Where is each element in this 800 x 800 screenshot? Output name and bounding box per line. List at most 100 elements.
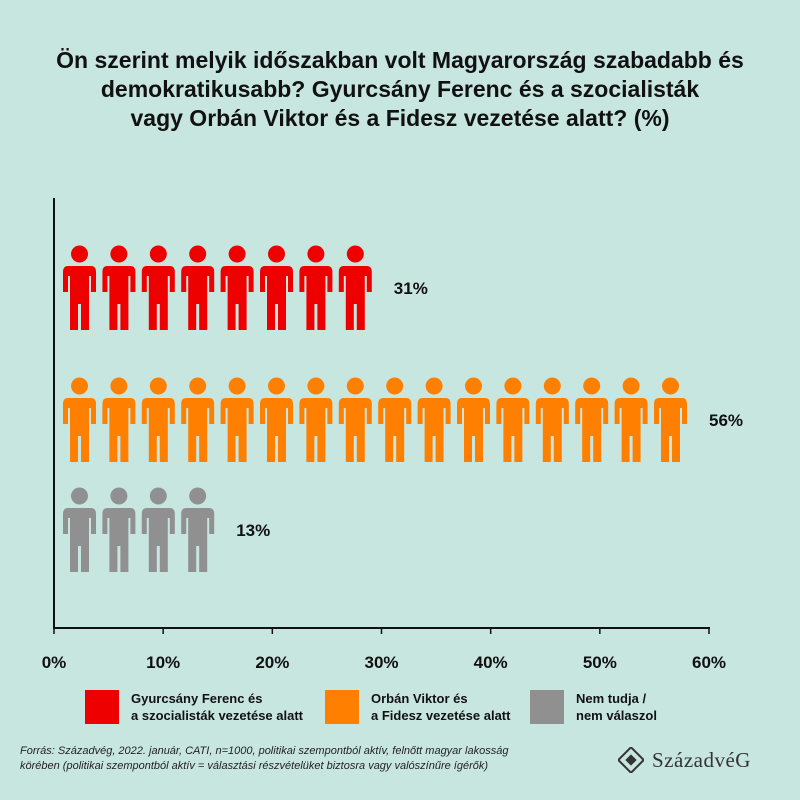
person-body — [654, 398, 687, 462]
person-body — [220, 398, 254, 462]
person-icon — [299, 377, 333, 462]
legend-item-nem-tudja: Nem tudja / nem válaszol — [530, 690, 657, 724]
person-body — [299, 398, 333, 462]
person-body — [181, 266, 215, 330]
person-head — [71, 487, 88, 505]
person-head — [504, 377, 522, 395]
source-line-1: Forrás: Századvég, 2022. január, CATI, n… — [20, 745, 509, 757]
person-head — [228, 377, 246, 395]
legend: Gyurcsány Ferenc és a szocialisták vezet… — [0, 690, 800, 730]
person-head — [465, 377, 482, 395]
legend-label: Gyurcsány Ferenc és a szocialisták vezet… — [131, 690, 303, 724]
person-head — [307, 245, 325, 263]
person-body — [102, 266, 136, 330]
person-body — [102, 508, 136, 572]
person-head — [228, 245, 246, 263]
legend-label-line-1: Gyurcsány Ferenc és — [131, 691, 263, 706]
person-icon — [181, 377, 215, 462]
x-tick-label: 0% — [42, 653, 67, 672]
logo-text: SzázadvéG — [652, 747, 751, 772]
value-label: 31% — [394, 279, 428, 298]
chart-title: Ön szerint melyik időszakban volt Magyar… — [20, 46, 780, 133]
legend-label: Nem tudja / nem válaszol — [576, 690, 657, 724]
person-icon — [141, 245, 175, 330]
person-body — [260, 266, 293, 330]
brand-logo: SzázadvéG — [618, 744, 751, 776]
person-body — [181, 398, 215, 462]
legend-item-orban: Orbán Viktor és a Fidesz vezetése alatt — [325, 690, 510, 724]
person-head — [583, 377, 601, 395]
person-icon — [338, 245, 372, 330]
person-icon — [378, 377, 412, 462]
person-icon — [181, 487, 215, 572]
person-head — [110, 377, 128, 395]
person-head — [386, 377, 404, 395]
legend-item-gyurcsany: Gyurcsány Ferenc és a szocialisták vezet… — [85, 690, 303, 724]
person-body — [614, 398, 648, 462]
legend-label-line-2: nem válaszol — [576, 708, 657, 723]
source-note: Forrás: Századvég, 2022. január, CATI, n… — [20, 744, 580, 774]
person-body — [63, 266, 96, 330]
person-body — [260, 398, 293, 462]
person-head — [346, 377, 364, 395]
person-head — [110, 245, 128, 263]
person-icon — [338, 377, 372, 462]
person-head — [425, 377, 443, 395]
person-icon — [102, 487, 136, 572]
person-body — [63, 398, 96, 462]
person-icon — [63, 377, 96, 462]
source-line-2: körében (politikai szempontból aktív = v… — [20, 760, 489, 772]
person-icon — [220, 377, 254, 462]
person-icon — [535, 377, 569, 462]
legend-label-line-2: a szocialisták vezetése alatt — [131, 708, 303, 723]
title-line-3: vagy Orbán Viktor és a Fidesz vezetése a… — [130, 105, 670, 131]
person-icon — [102, 377, 136, 462]
diamond-logo-icon — [618, 747, 644, 773]
legend-swatch-orange — [325, 690, 359, 724]
person-icon — [220, 245, 254, 330]
person-head — [110, 487, 128, 505]
person-head — [268, 245, 285, 263]
person-head — [189, 487, 207, 505]
title-line-2: demokratikusabb? Gyurcsány Ferenc és a s… — [100, 76, 700, 102]
legend-label-line-1: Nem tudja / — [576, 691, 647, 706]
person-icon — [417, 377, 451, 462]
x-tick-label: 30% — [364, 653, 398, 672]
person-icon — [299, 245, 333, 330]
person-head — [71, 377, 88, 395]
x-tick-label: 60% — [692, 653, 726, 672]
person-head — [149, 377, 167, 395]
person-head — [622, 377, 640, 395]
person-icon — [63, 487, 96, 572]
legend-label: Orbán Viktor és a Fidesz vezetése alatt — [371, 690, 510, 724]
legend-label-line-1: Orbán Viktor és — [371, 691, 468, 706]
person-body — [141, 398, 175, 462]
pictogram-chart: 0% 10% 20% 30% 40% 50% 60% 31% 56% 13% — [42, 198, 743, 672]
person-icon — [260, 377, 293, 462]
person-body — [378, 398, 412, 462]
person-body — [535, 398, 569, 462]
person-head — [307, 377, 325, 395]
person-icon — [457, 377, 490, 462]
person-head — [149, 487, 167, 505]
person-head — [71, 245, 88, 263]
person-body — [299, 266, 333, 330]
person-head — [268, 377, 285, 395]
person-body — [181, 508, 215, 572]
person-body — [417, 398, 451, 462]
person-icon — [63, 245, 96, 330]
person-body — [141, 266, 175, 330]
person-head — [149, 245, 167, 263]
x-tick-label: 20% — [255, 653, 289, 672]
person-head — [346, 245, 364, 263]
person-head — [662, 377, 679, 395]
person-body — [457, 398, 490, 462]
person-body — [102, 398, 136, 462]
person-head — [189, 245, 207, 263]
person-body — [141, 508, 175, 572]
x-tick-label: 40% — [474, 653, 508, 672]
title-line-1: Ön szerint melyik időszakban volt Magyar… — [56, 47, 744, 73]
person-icon — [614, 377, 648, 462]
x-tick-label: 50% — [583, 653, 617, 672]
person-head — [189, 377, 207, 395]
